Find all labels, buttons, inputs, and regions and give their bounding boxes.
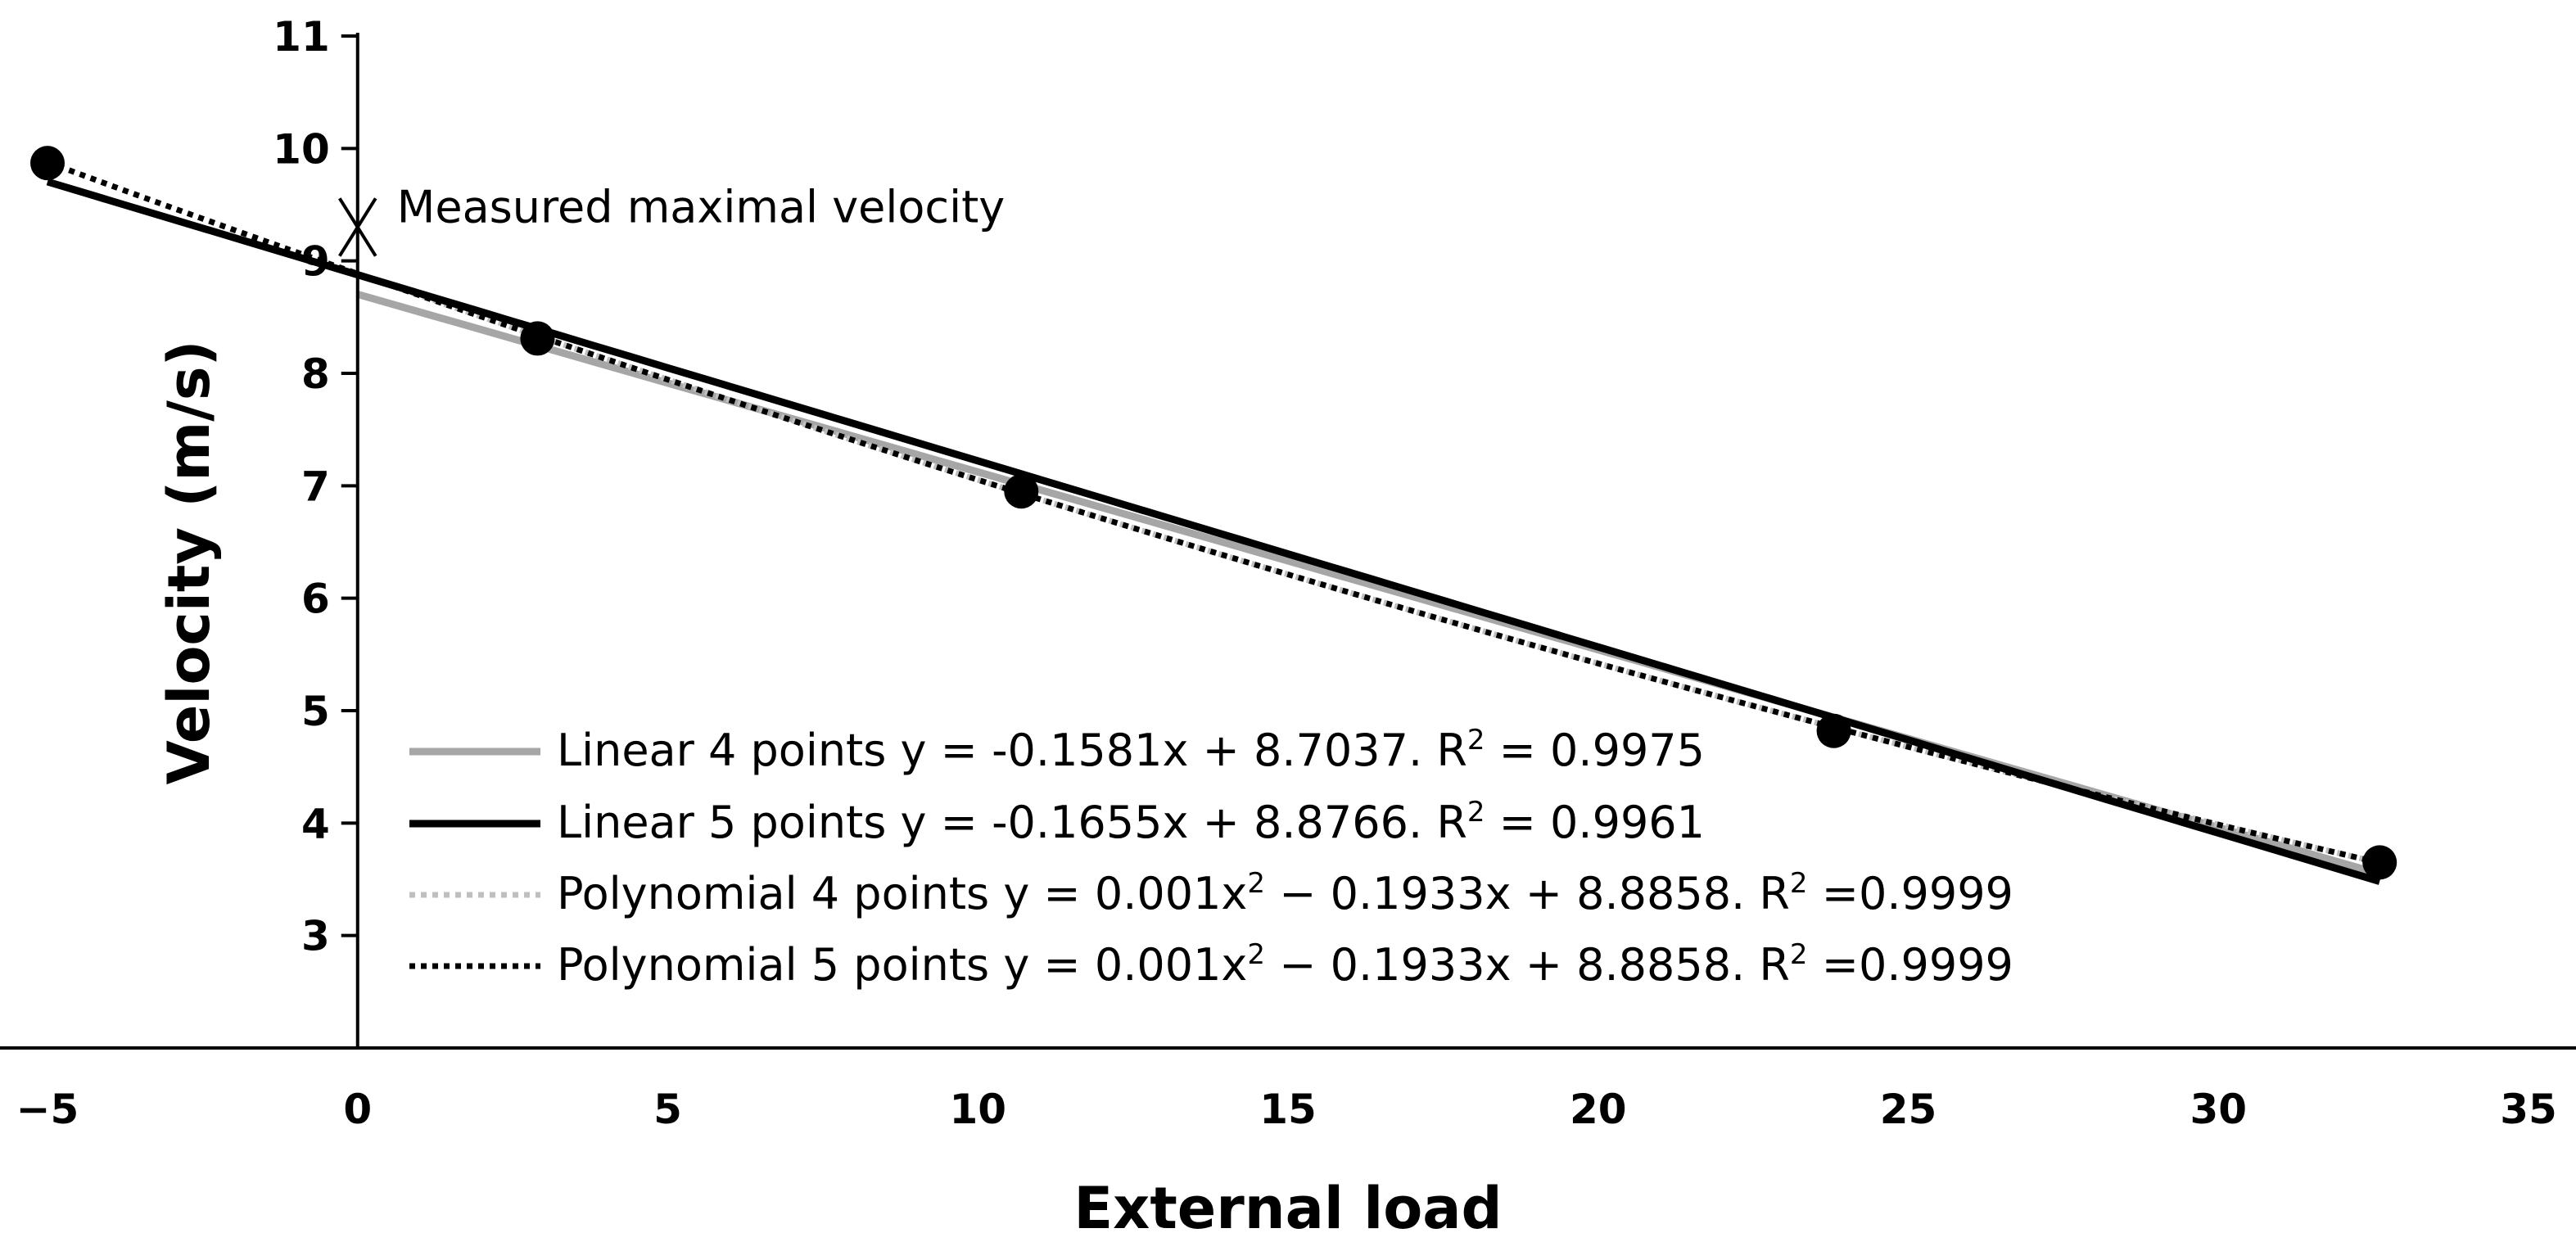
y-tick-label: 7 — [301, 463, 330, 510]
data-point — [1816, 713, 1851, 748]
y-tick-label: 8 — [301, 350, 330, 398]
fit-line-polynomial-4-points — [356, 271, 2380, 866]
legend-entry-linear-5-points: Linear 5 points y = -0.1655x + 8.8766. R… — [557, 796, 1705, 848]
data-point — [1004, 474, 1039, 509]
y-tick-label: 4 — [301, 800, 330, 847]
legend-entry-polynomial-4-points: Polynomial 4 points y = 0.001x2 − 0.1933… — [557, 867, 2013, 919]
measured-maximal-velocity-annotation: Measured maximal velocity — [338, 181, 1006, 257]
y-axis-title: Velocity (m/s) — [156, 340, 223, 784]
legend: Linear 4 points y = -0.1581x + 8.7037. R… — [409, 724, 2013, 991]
y-tick-label: 3 — [301, 913, 330, 960]
x-tick-label: 10 — [949, 1086, 1006, 1133]
x-tick-label: 30 — [2190, 1086, 2247, 1133]
axes-group: 3 4 5 6 7 8 9 10 11 −5 0 5 10 15 20 25 30 35 — [0, 13, 2576, 1133]
y-tick-label: 10 — [273, 125, 330, 173]
fit-line-linear-5-points — [46, 178, 2381, 885]
legend-entry-linear-4-points: Linear 4 points y = -0.1581x + 8.7037. R… — [557, 724, 1705, 776]
x-tick-label: 0 — [343, 1086, 372, 1133]
data-point — [2362, 845, 2397, 880]
y-tick-label: 5 — [301, 688, 330, 735]
fit-lines-group — [46, 159, 2381, 885]
legend-entry-polynomial-5-points: Polynomial 5 points y = 0.001x2 − 0.1933… — [557, 938, 2013, 991]
x-axis-title: External load — [1073, 1175, 1502, 1242]
y-tick-label: 11 — [273, 13, 330, 61]
data-point — [30, 146, 65, 181]
x-tick-label: 35 — [2500, 1086, 2557, 1133]
x-tick-label: −5 — [16, 1086, 79, 1133]
x-marker-icon — [338, 197, 377, 257]
x-tick-label: 5 — [653, 1086, 682, 1133]
x-tick-label: 25 — [1880, 1086, 1937, 1133]
x-tick-label: 20 — [1570, 1086, 1627, 1133]
x-tick-label: 15 — [1259, 1086, 1317, 1133]
x-marker-stroke — [338, 197, 377, 257]
data-point — [520, 321, 555, 356]
data-points-group — [30, 146, 2397, 880]
annotation-label: Measured maximal velocity — [397, 181, 1006, 233]
y-tick-label: 9 — [301, 238, 330, 286]
y-tick-label: 6 — [301, 576, 330, 623]
